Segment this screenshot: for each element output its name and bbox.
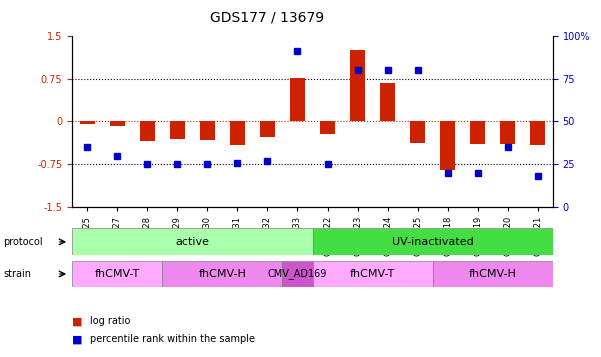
Bar (320, 121, 335, 134)
Text: GDS177 / 13679: GDS177 / 13679 (210, 11, 325, 25)
Text: fhCMV-T: fhCMV-T (94, 269, 140, 279)
Text: active: active (175, 237, 209, 247)
Bar (290, 78, 305, 121)
Bar (350, 50, 365, 121)
Bar (170, 121, 185, 139)
Bar (110, 121, 125, 126)
Bar (230, 121, 245, 145)
Bar (471, 121, 486, 144)
Text: fhCMV-H: fhCMV-H (469, 269, 517, 279)
FancyBboxPatch shape (72, 228, 313, 255)
Bar (140, 121, 155, 141)
Bar (440, 121, 456, 170)
Text: protocol: protocol (3, 237, 43, 247)
Text: ■: ■ (72, 334, 82, 344)
FancyBboxPatch shape (313, 261, 433, 287)
Text: UV-inactivated: UV-inactivated (392, 237, 474, 247)
Bar (200, 121, 215, 140)
Text: ■: ■ (72, 316, 82, 326)
Bar (501, 121, 516, 144)
Bar (410, 121, 426, 143)
FancyBboxPatch shape (313, 228, 553, 255)
Text: strain: strain (3, 269, 31, 279)
Text: fhCMV-H: fhCMV-H (198, 269, 246, 279)
Text: log ratio: log ratio (90, 316, 130, 326)
Bar (380, 82, 395, 121)
Bar (260, 121, 275, 137)
Text: fhCMV-T: fhCMV-T (350, 269, 395, 279)
FancyBboxPatch shape (72, 261, 162, 287)
Bar (79, 121, 95, 124)
Text: percentile rank within the sample: percentile rank within the sample (90, 334, 255, 344)
FancyBboxPatch shape (433, 261, 553, 287)
Bar (531, 121, 546, 145)
Text: CMV_AD169: CMV_AD169 (268, 268, 327, 280)
FancyBboxPatch shape (162, 261, 282, 287)
FancyBboxPatch shape (282, 261, 313, 287)
